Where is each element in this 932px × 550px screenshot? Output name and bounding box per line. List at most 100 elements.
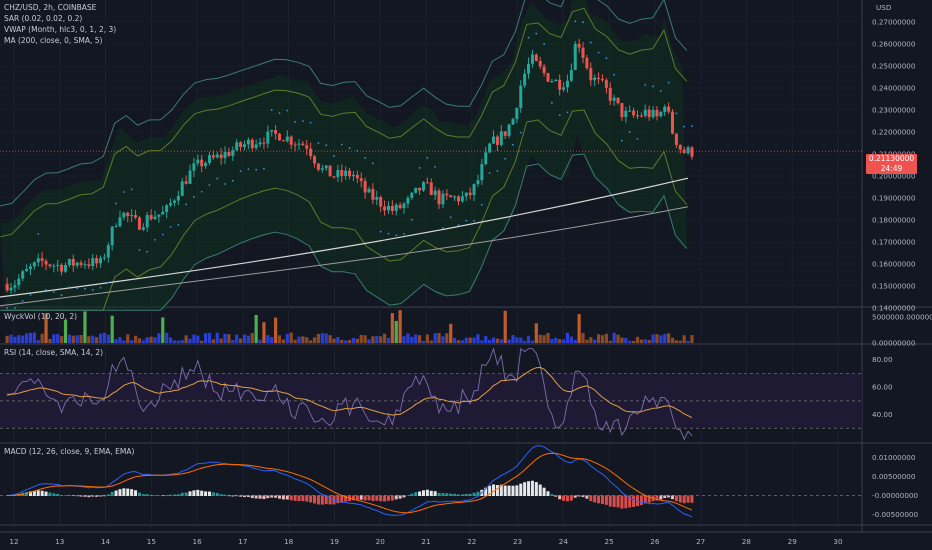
sar-dot [512,143,514,146]
volume-bar [499,339,503,343]
macd-histogram-bar [157,495,161,496]
candle-body [643,109,647,116]
volume-bar [48,338,52,343]
sar-dot [224,183,226,185]
vwap-legend[interactable]: VWAP (Month, hlc3, 0, 1, 2, 3) [4,25,117,34]
volume-bar [534,323,538,343]
macd-histogram-bar [313,495,317,504]
candle-body [667,106,671,112]
sar-dot [473,219,475,222]
macd-histogram-bar [632,495,636,507]
macd-histogram-bar [472,492,476,496]
y-tick-label: 0.15000000 [872,282,916,291]
volume-bar [511,335,515,343]
macd-histogram-bar [242,495,246,498]
volume-bar [379,336,383,343]
vwap-lower-band-1 [0,109,688,311]
y-tick-label: 0.26000000 [872,40,916,49]
macd-histogram-bar [44,491,48,496]
last-price-tag: 0.21130000 24:49 [866,154,917,174]
macd-histogram-bar [48,492,52,496]
volume-bar [600,335,605,343]
volume-bar [180,339,184,343]
sar-dot [91,289,94,291]
macd-histogram-bar [383,495,387,502]
volume-bar [289,332,293,343]
volume-bar [133,335,138,343]
candle-body [242,144,246,148]
volume-bar [569,336,573,343]
candle-body [40,258,44,261]
macd-histogram-bar [161,495,165,497]
vol-tick-label: 5000000.00000000 [872,312,932,321]
macd-histogram-bar [200,490,204,496]
macd-histogram-bar [425,489,429,496]
macd-histogram-bar [639,495,643,506]
y-tick-label: 0.19000000 [872,194,916,203]
candle-body [246,139,250,145]
macd-histogram-bar [655,495,659,501]
macd-histogram-bar [134,490,138,496]
candle-body [565,80,569,88]
volume-bar [188,338,192,343]
candle-body [457,196,461,202]
candle-body [593,77,597,81]
x-tick-label: 16 [193,537,203,546]
candle-body [219,154,223,159]
sar-legend[interactable]: SAR (0.02, 0.02, 0.2) [4,14,83,23]
volume-bar [624,337,628,343]
macd-legend[interactable]: MACD (12, 26, close, 9, EMA, EMA) [4,447,135,456]
candle-body [48,264,52,267]
macd-histogram-bar [495,485,499,496]
volume-bar [153,337,157,343]
vwap-lower-band-2 [0,153,688,311]
candle-body [207,155,211,163]
volume-bar [56,334,60,343]
volume-bar [114,339,118,343]
sar-dot [442,227,444,229]
candle-body [95,258,99,264]
macd-histogram-bar [60,495,64,496]
volume-bar [161,317,165,343]
candle-body [612,97,616,101]
y-tick-label: 0.18000000 [872,216,916,225]
volume-bar [670,337,675,343]
candle-body [211,155,215,158]
rsi-legend[interactable]: RSI (14, close, SMA, 14, 2) [4,348,104,357]
sar-dot [589,41,592,44]
symbol-title[interactable]: CHZ/USD, 2h, COINBASE [4,3,97,12]
candle-body [336,169,340,177]
macd-histogram-bar [91,495,95,497]
volume-bar [262,322,266,343]
sar-dot [294,120,296,123]
sar-dot [496,170,499,172]
volume-bar [219,338,223,343]
candle-body [176,195,180,201]
candle-body [433,190,437,196]
volume-legend[interactable]: WyckVol (10, 20, 2) [4,312,78,321]
sar-dot [130,188,133,191]
candle-body [17,278,21,286]
candle-body [316,163,320,170]
volume-bar [44,313,48,343]
x-tick-label: 29 [788,537,798,546]
macd-histogram-bar [64,495,67,496]
candle-body [542,66,546,74]
candle-body [328,165,332,177]
candle-body [75,262,79,266]
macd-histogram-bar [515,485,519,496]
y-tick-label: 0.25000000 [872,62,916,71]
candle-body [410,192,414,198]
candle-body [585,57,589,69]
macd-histogram-bar [379,495,383,502]
ma-legend[interactable]: MA (200, close, 0, SMA, 5) [4,36,103,45]
sar-dot [317,142,320,145]
volume-bar [165,332,169,343]
volume-bar [678,340,682,343]
sar-dot [333,155,335,157]
volume-bar [659,335,663,343]
candle-body [379,197,383,207]
candle-body [130,215,134,217]
sar-dot [263,167,265,170]
